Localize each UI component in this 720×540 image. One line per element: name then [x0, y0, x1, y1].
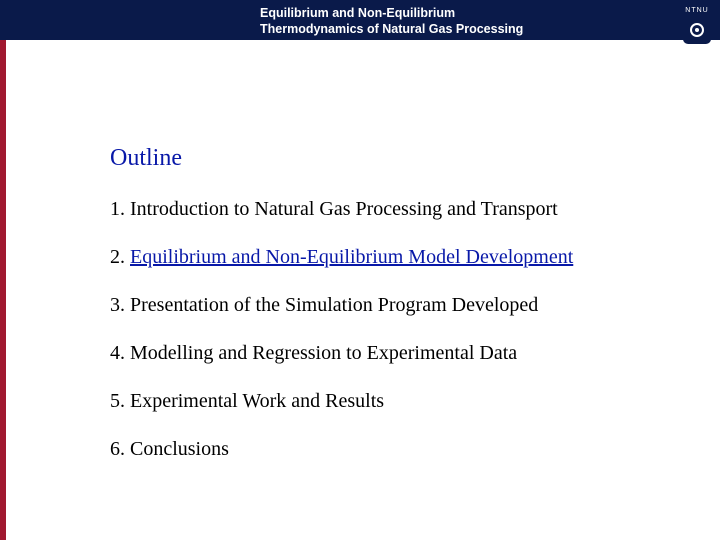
item-prefix: 2. [110, 246, 130, 268]
item-text: Presentation of the Simulation Program D… [130, 294, 538, 316]
logo-text: NTNU [682, 6, 712, 15]
item-prefix: 5. [110, 390, 130, 412]
item-prefix: 1. [110, 198, 130, 220]
slide: Equilibrium and Non-Equilibrium Thermody… [0, 0, 720, 540]
item-prefix: 6. [110, 438, 130, 460]
item-prefix: 3. [110, 294, 130, 316]
item-text: Experimental Work and Results [130, 390, 384, 412]
item-text: Modelling and Regression to Experimental… [130, 342, 517, 364]
outline-item: 2. Equilibrium and Non-Equilibrium Model… [110, 244, 670, 270]
left-stripe [0, 0, 6, 540]
ntnu-logo: NTNU [682, 6, 712, 44]
outline-item: 6. Conclusions [110, 436, 670, 462]
outline-item: 4. Modelling and Regression to Experimen… [110, 340, 670, 366]
header-title-line2: Thermodynamics of Natural Gas Processing [260, 22, 523, 36]
header-title-line1: Equilibrium and Non-Equilibrium [260, 6, 455, 20]
item-text: Introduction to Natural Gas Processing a… [130, 198, 558, 220]
item-text: Conclusions [130, 438, 229, 460]
item-text-link[interactable]: Equilibrium and Non-Equilibrium Model De… [130, 246, 573, 268]
content-area: Outline 1. Introduction to Natural Gas P… [110, 145, 670, 484]
logo-circle-icon [690, 23, 704, 37]
outline-heading: Outline [110, 145, 670, 172]
header-bar: Equilibrium and Non-Equilibrium Thermody… [0, 0, 720, 40]
outline-item: 5. Experimental Work and Results [110, 388, 670, 414]
header-title: Equilibrium and Non-Equilibrium Thermody… [260, 6, 660, 37]
outline-item: 1. Introduction to Natural Gas Processin… [110, 196, 670, 222]
outline-item: 3. Presentation of the Simulation Progra… [110, 292, 670, 318]
item-prefix: 4. [110, 342, 130, 364]
logo-icon [683, 16, 711, 44]
